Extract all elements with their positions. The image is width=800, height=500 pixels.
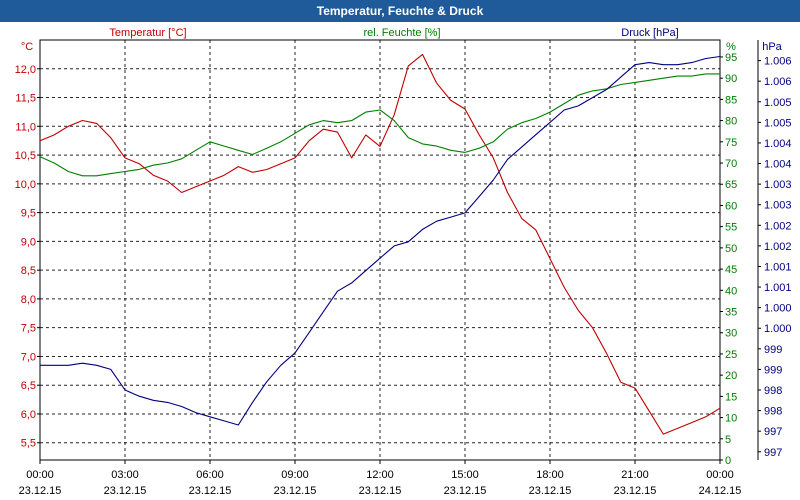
series-label-pressure: Druck [hPa] [621, 27, 678, 39]
right1-tick-label: 80 [725, 116, 737, 128]
x-tick-date: 23.12.15 [274, 485, 317, 497]
x-tick-time: 00:00 [706, 469, 734, 481]
left-tick-label: 8,0 [21, 294, 36, 306]
right2-tick-label: 1.006 [764, 56, 792, 68]
right2-tick-label: 1.000 [764, 323, 792, 335]
right1-tick-label: 45 [725, 264, 737, 276]
right1-tick-label: 25 [725, 349, 737, 361]
x-tick-date: 23.12.15 [19, 485, 62, 497]
x-tick-time: 09:00 [281, 469, 309, 481]
x-tick-date: 23.12.15 [614, 485, 657, 497]
left-tick-label: 11,0 [15, 121, 36, 133]
right2-tick-label: 1.002 [764, 220, 792, 232]
right2-tick-label: 999 [764, 344, 782, 356]
x-tick-time: 18:00 [536, 469, 564, 481]
left-tick-label: 7,5 [21, 323, 36, 335]
right2-tick-label: 1.004 [764, 159, 792, 171]
left-tick-label: 10,5 [15, 150, 36, 162]
x-tick-time: 15:00 [451, 469, 479, 481]
left-tick-label: 8,5 [21, 265, 36, 277]
right2-tick-label: 998 [764, 406, 782, 418]
right2-tick-label: 1.005 [764, 117, 792, 129]
right1-tick-label: 55 [725, 222, 737, 234]
series-label-temperature: Temperatur [°C] [109, 27, 186, 39]
right1-tick-label: 50 [725, 243, 737, 255]
right1-tick-label: 30 [725, 328, 737, 340]
left-tick-label: 11,5 [15, 93, 36, 105]
right2-tick-label: 999 [764, 364, 782, 376]
x-tick-date: 23.12.15 [444, 485, 487, 497]
left-tick-label: 5,5 [21, 438, 36, 450]
right1-tick-label: 90 [725, 73, 737, 85]
right1-tick-label: 95 [725, 52, 737, 64]
x-tick-time: 06:00 [196, 469, 224, 481]
right2-tick-label: 1.000 [764, 303, 792, 315]
left-axis-unit: °C [21, 41, 33, 53]
window-title: Temperatur, Feuchte & Druck [0, 0, 800, 22]
right1-tick-label: 5 [725, 434, 731, 446]
x-tick-date: 23.12.15 [189, 485, 232, 497]
left-tick-label: 6,0 [21, 409, 36, 421]
right2-tick-label: 1.004 [764, 138, 792, 150]
right2-tick-label: 997 [764, 447, 782, 459]
x-tick-date: 24.12.15 [699, 485, 742, 497]
left-tick-label: 6,5 [21, 380, 36, 392]
right1-tick-label: 60 [725, 200, 737, 212]
right1-tick-label: 35 [725, 307, 737, 319]
x-tick-time: 12:00 [366, 469, 394, 481]
right1-tick-label: 75 [725, 137, 737, 149]
right2-tick-label: 997 [764, 426, 782, 438]
x-tick-time: 21:00 [621, 469, 649, 481]
right2-tick-label: 1.003 [764, 179, 792, 191]
right1-tick-label: 0 [725, 455, 731, 467]
right1-tick-label: 20 [725, 370, 737, 382]
right2-tick-label: 998 [764, 385, 782, 397]
right2-tick-label: 1.002 [764, 241, 792, 253]
left-tick-label: 9,0 [21, 236, 36, 248]
pressure-line [40, 55, 721, 426]
right1-tick-label: 10 [725, 413, 737, 425]
x-tick-date: 23.12.15 [359, 485, 402, 497]
right2-tick-label: 1.005 [764, 97, 792, 109]
right1-axis-unit: % [726, 41, 736, 53]
right1-tick-label: 40 [725, 285, 737, 297]
left-tick-label: 10,0 [15, 179, 36, 191]
left-tick-label: 9,5 [21, 208, 36, 220]
right2-axis-unit: hPa [762, 41, 782, 53]
right1-tick-label: 15 [725, 391, 737, 403]
right1-tick-label: 70 [725, 158, 737, 170]
right1-tick-label: 85 [725, 94, 737, 106]
right1-tick-label: 65 [725, 179, 737, 191]
left-tick-label: 7,0 [21, 351, 36, 363]
series-label-humidity: rel. Feuchte [%] [363, 27, 440, 39]
x-tick-date: 23.12.15 [104, 485, 147, 497]
right2-tick-label: 1.003 [764, 200, 792, 212]
right2-tick-label: 1.006 [764, 76, 792, 88]
temperature-line [39, 53, 721, 435]
x-tick-time: 03:00 [111, 469, 139, 481]
x-tick-time: 00:00 [26, 469, 54, 481]
x-tick-date: 23.12.15 [529, 485, 572, 497]
right2-tick-label: 1.001 [764, 282, 792, 294]
right2-tick-label: 1.001 [764, 261, 792, 273]
left-tick-label: 12,0 [15, 64, 36, 76]
